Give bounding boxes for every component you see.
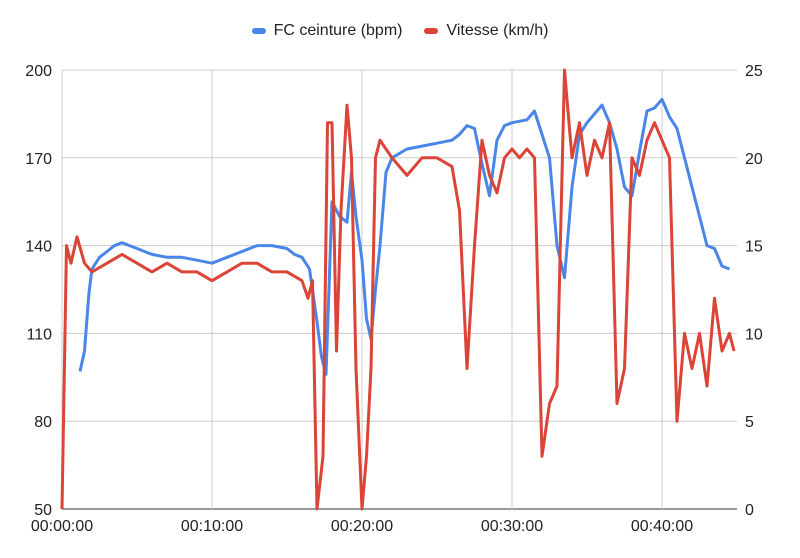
legend-swatch-vitesse — [424, 28, 439, 34]
x-tick-label: 00:10:00 — [181, 518, 243, 535]
x-tick-label: 00:40:00 — [631, 518, 693, 535]
y-left-tick-label: 140 — [25, 239, 52, 256]
legend-label-vitesse: Vitesse (km/h) — [446, 22, 549, 39]
y-left-tick-label: 50 — [34, 502, 52, 519]
x-tick-label: 00:30:00 — [481, 518, 543, 535]
y-right-tick-label: 20 — [745, 151, 763, 168]
legend-swatch-fc — [251, 28, 266, 34]
y-left-tick-label: 200 — [25, 63, 52, 80]
legend-item-fc: FC ceinture (bpm) — [251, 22, 403, 40]
y-left-tick-label: 170 — [25, 151, 52, 168]
y-left-tick-label: 80 — [34, 414, 52, 431]
chart-legend: FC ceinture (bpm) Vitesse (km/h) — [0, 22, 800, 40]
y-right-tick-label: 25 — [745, 63, 763, 80]
series-line-vitesse — [60, 68, 736, 511]
x-tick-label: 00:00:00 — [31, 518, 93, 535]
legend-item-vitesse: Vitesse (km/h) — [424, 22, 548, 40]
y-left-tick-label: 110 — [26, 326, 52, 343]
y-right-tick-label: 0 — [745, 502, 754, 519]
x-tick-label: 00:20:00 — [331, 518, 393, 535]
y-right-tick-label: 15 — [745, 239, 763, 256]
y-right-tick-label: 10 — [745, 326, 763, 343]
y-right-tick-label: 5 — [745, 414, 754, 431]
legend-label-fc: FC ceinture (bpm) — [273, 22, 403, 39]
